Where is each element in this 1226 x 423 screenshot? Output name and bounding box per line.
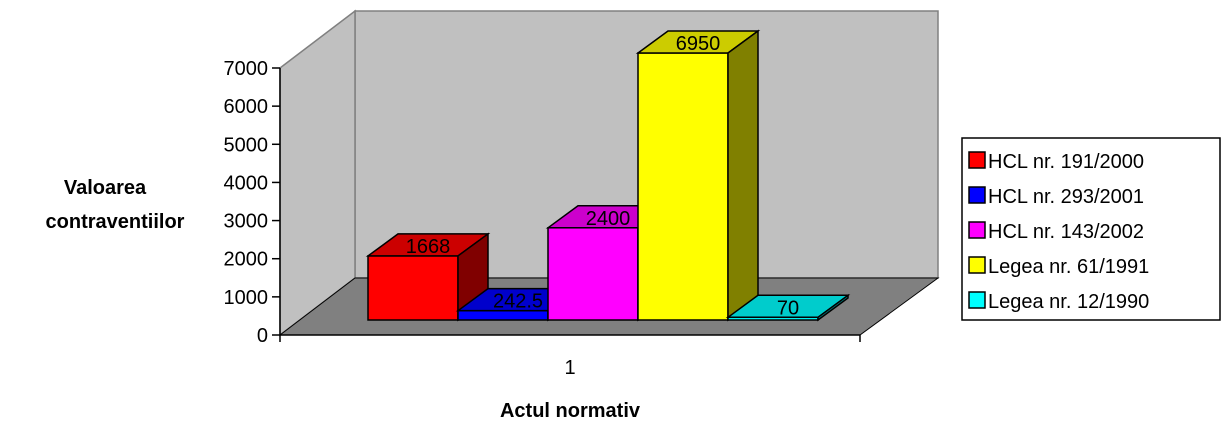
bar-front — [637, 52, 729, 321]
x-tick-label: 1 — [564, 357, 575, 379]
legend-swatch — [968, 151, 986, 169]
y-tick-label: 5000 — [224, 134, 269, 156]
legend-label: HCL nr. 143/2002 — [988, 221, 1144, 243]
legend-label: Legea nr. 12/1990 — [988, 291, 1149, 313]
y-tick-label: 2000 — [224, 249, 269, 271]
y-axis-title-line-1: Valoarea — [64, 177, 147, 199]
bar-front — [367, 255, 459, 321]
data-label: 6950 — [676, 33, 721, 55]
data-label: 242.5 — [493, 291, 543, 313]
bar-side — [727, 29, 759, 322]
y-axis-title-line-2: contraventiilor — [46, 211, 185, 233]
y-tick-label: 6000 — [224, 96, 269, 118]
bar-1 — [365, 232, 491, 322]
legend: HCL nr. 191/2000 HCL nr. 293/2001 HCL nr. … — [961, 137, 1221, 321]
legend-label: HCL nr. 191/2000 — [988, 151, 1144, 173]
data-label: 2400 — [586, 208, 631, 230]
legend-item-1: HCL nr. 191/2000 — [968, 151, 1144, 173]
legend-swatch — [968, 291, 986, 309]
legend-box — [961, 137, 1221, 321]
legend-swatch — [968, 256, 986, 274]
data-label: 70 — [777, 297, 799, 319]
legend-item-5: Legea nr. 12/1990 — [968, 291, 1149, 313]
data-label: 1668 — [406, 236, 451, 258]
bar-side — [817, 293, 849, 322]
data-labels: 1668 242.5 2400 6950 70 — [406, 33, 799, 319]
legend-swatch — [968, 186, 986, 204]
bar-front — [547, 227, 639, 321]
y-axis-title: Valoarea contraventiilor — [46, 177, 185, 233]
y-tick-label: 7000 — [224, 58, 269, 80]
legend-item-4: Legea nr. 61/1991 — [968, 256, 1149, 278]
legend-item-2: HCL nr. 293/2001 — [968, 186, 1144, 208]
y-tick-label: 4000 — [224, 172, 269, 194]
bars — [365, 29, 851, 322]
y-tick-label: 3000 — [224, 211, 269, 233]
y-tick-label: 0 — [257, 325, 268, 347]
legend-swatch — [968, 221, 986, 239]
bar-5 — [725, 293, 851, 322]
y-axis: 0 1000 2000 3000 4000 5000 6000 7000 — [224, 58, 281, 347]
legend-label: Legea nr. 61/1991 — [988, 256, 1149, 278]
y-tick-label: 1000 — [224, 287, 269, 309]
bar-4 — [635, 29, 761, 322]
legend-item-3: HCL nr. 143/2002 — [968, 221, 1144, 243]
x-axis: 1 — [279, 334, 861, 379]
legend-label: HCL nr. 293/2001 — [988, 186, 1144, 208]
x-axis-title: Actul normativ — [500, 400, 641, 422]
